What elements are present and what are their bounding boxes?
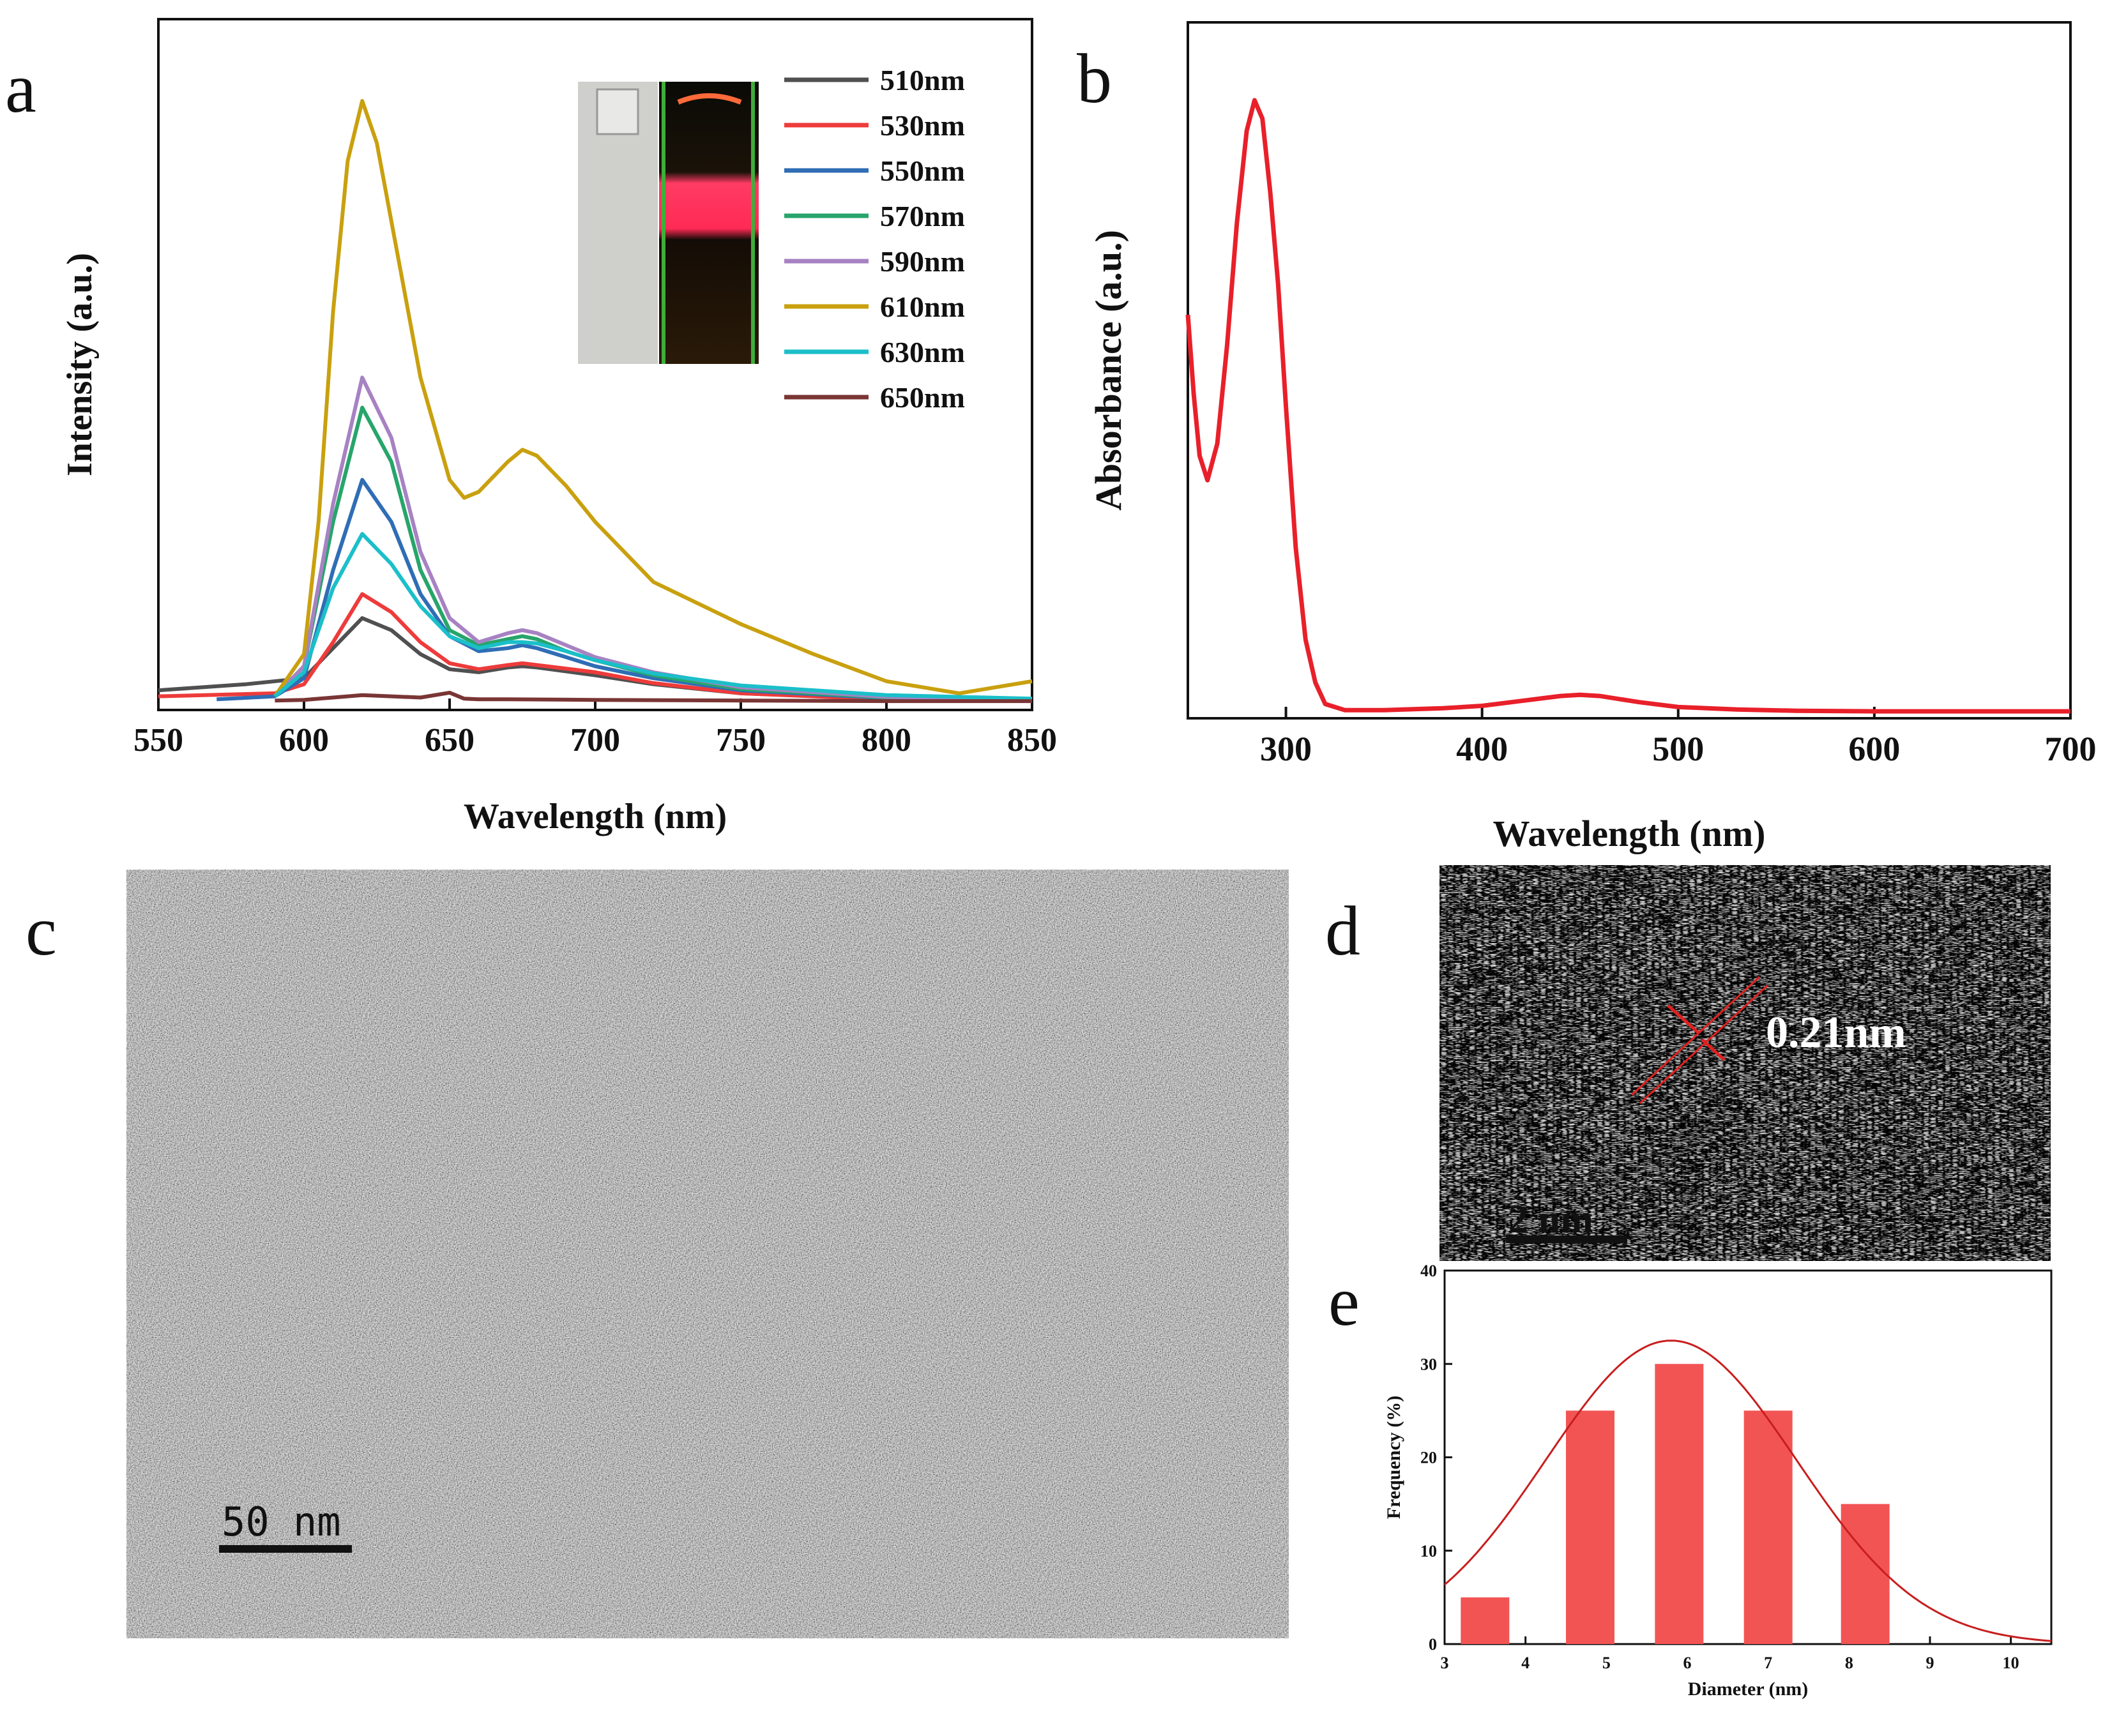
y-tick-label: 20: [1420, 1449, 1437, 1467]
y-tick-label: 0: [1429, 1635, 1437, 1654]
chart-a: 550 600 650 700 750 800 850 Wavelength (nm) Inte…: [60, 18, 1057, 836]
tem-image-c: 50 nm: [126, 870, 1289, 1638]
x-tick-label: 300: [1260, 730, 1312, 768]
y-tick-label: 10: [1420, 1542, 1437, 1560]
cuvette-excited: [659, 82, 759, 364]
panel-letter-e: e: [1328, 1262, 1360, 1340]
lattice-line-2: [1639, 984, 1769, 1105]
lattice-spacing-label: 0.21nm: [1766, 1008, 1906, 1057]
legend-label-550nm: 550nm: [880, 155, 965, 187]
x-tick-label: 800: [862, 722, 911, 759]
y-tick-label: 30: [1420, 1355, 1437, 1373]
x-tick-label: 500: [1652, 730, 1704, 768]
chart-e: 3 4 5 6 7 8 9 10 0 10 20 30 40 Diameter (nm) Frequency…: [1383, 1262, 2053, 1700]
series-line-610nm: [273, 99, 1033, 698]
histogram-bar: [1461, 1597, 1510, 1644]
legend-label-590nm: 590nm: [880, 245, 965, 278]
panel-letter-a: a: [5, 49, 36, 127]
legend-label-610nm: 610nm: [880, 291, 965, 323]
y-axis-label: Intensity (a.u.): [60, 253, 100, 476]
panel-letter-c: c: [26, 892, 57, 970]
x-tick-label: 650: [425, 722, 475, 759]
cuvette-cap: [596, 88, 639, 135]
panel-letter-d: d: [1325, 892, 1360, 970]
x-tick-label: 10: [2003, 1654, 2019, 1672]
x-tick-label: 600: [1848, 730, 1900, 768]
series-line-550nm: [216, 478, 1033, 703]
scale-bar-c: [219, 1545, 352, 1553]
cuvette-edge-left: [662, 82, 665, 364]
x-tick-label: 700: [570, 722, 620, 759]
y-axis-label: Absorbance (a.u.): [1088, 230, 1129, 511]
x-tick-label: 400: [1456, 730, 1508, 768]
legend-label-630nm: 630nm: [880, 336, 965, 368]
hrtem-texture: [1439, 865, 2051, 1261]
x-tick-label: 5: [1602, 1654, 1611, 1672]
series-line-630nm: [273, 532, 1033, 701]
x-axis-label: Wavelength (nm): [464, 797, 727, 836]
scale-bar-c-label: 50 nm: [222, 1498, 341, 1545]
lattice-arrow-1: [1667, 1004, 1700, 1034]
y-axis-label: Frequency (%): [1383, 1396, 1404, 1520]
x-tick-label: 3: [1441, 1654, 1449, 1672]
x-tick-label: 6: [1683, 1654, 1692, 1672]
histogram-bar: [1566, 1410, 1614, 1644]
panel-letter-b: b: [1077, 40, 1112, 117]
tem-texture: [126, 870, 1289, 1638]
legend-label-530nm: 530nm: [880, 109, 965, 142]
lattice-arrow-2: [1701, 1038, 1726, 1061]
lattice-line-1: [1630, 976, 1761, 1096]
cuvette-edge-right: [751, 82, 755, 364]
x-tick-label: 4: [1521, 1654, 1530, 1672]
plot-frame: [1187, 21, 2072, 720]
series-line-absorbance: [1185, 98, 2070, 714]
histogram-bar: [1841, 1504, 1890, 1644]
series-line-650nm: [275, 690, 1032, 704]
x-axis-label: Wavelength (nm): [1493, 813, 1766, 854]
chart-b: 300 400 500 600 700 Wavelength (nm) Absorbance…: [1088, 21, 2097, 854]
x-tick-label: 700: [2045, 730, 2097, 768]
scale-bar-d: [1506, 1235, 1627, 1243]
cuvette-rim: [677, 93, 742, 105]
gaussian-fit-line: [1444, 1340, 2052, 1642]
x-tick-label: 550: [133, 722, 183, 759]
inset-photo: [578, 82, 759, 364]
legend-label-650nm: 650nm: [880, 381, 965, 414]
x-tick-label: 750: [716, 722, 766, 759]
x-axis-label: Diameter (nm): [1688, 1679, 1809, 1700]
scale-bar-d-label: 2 nm: [1508, 1198, 1593, 1241]
x-tick-label: 600: [279, 722, 329, 759]
histogram-bar: [1655, 1364, 1704, 1644]
x-tick-label: 9: [1926, 1654, 1934, 1672]
series-line-570nm: [273, 405, 1033, 702]
y-tick-label: 40: [1420, 1262, 1437, 1280]
x-tick-label: 850: [1007, 722, 1057, 759]
x-tick-label: 7: [1764, 1654, 1772, 1672]
x-tick-label: 8: [1845, 1654, 1853, 1672]
hrtem-image-d: 0.21nm 2 nm: [1439, 865, 2051, 1261]
series-line-530nm: [158, 592, 1033, 704]
series-line-590nm: [273, 375, 1033, 702]
legend-label-510nm: 510nm: [880, 64, 965, 96]
histogram-bar: [1743, 1410, 1793, 1644]
legend-label-570nm: 570nm: [880, 200, 965, 232]
